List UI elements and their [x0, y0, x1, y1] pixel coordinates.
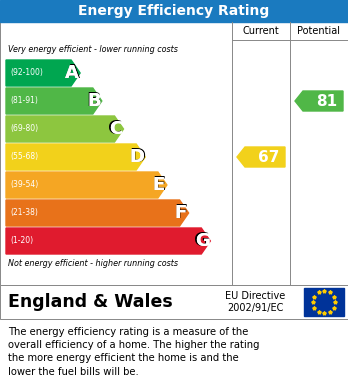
Text: (39-54): (39-54): [10, 181, 38, 190]
Bar: [304, 288, 344, 316]
Polygon shape: [6, 172, 167, 198]
Text: G: G: [195, 232, 210, 250]
Text: 81: 81: [316, 93, 338, 108]
Text: A: A: [64, 63, 80, 83]
Text: D: D: [130, 148, 145, 166]
Text: Potential: Potential: [298, 26, 340, 36]
Text: (69-80): (69-80): [10, 124, 38, 133]
Text: (81-91): (81-91): [10, 97, 38, 106]
Text: F: F: [174, 204, 187, 222]
Polygon shape: [6, 144, 145, 170]
Text: (1-20): (1-20): [10, 237, 33, 246]
Text: D: D: [129, 147, 145, 167]
Text: C: C: [109, 120, 122, 138]
Bar: [0, 22, 348, 285]
Text: B: B: [87, 92, 101, 110]
Text: (92-100): (92-100): [10, 68, 43, 77]
Polygon shape: [6, 60, 80, 86]
Polygon shape: [295, 91, 343, 111]
Polygon shape: [6, 116, 124, 142]
Bar: [0, 285, 348, 319]
Text: B: B: [87, 92, 101, 110]
Text: Not energy efficient - higher running costs: Not energy efficient - higher running co…: [8, 259, 178, 268]
Text: (21-38): (21-38): [10, 208, 38, 217]
Text: England & Wales: England & Wales: [8, 293, 173, 311]
Text: A: A: [65, 64, 79, 82]
Text: 67: 67: [258, 149, 280, 165]
Text: The energy efficiency rating is a measure of the
overall efficiency of a home. T: The energy efficiency rating is a measur…: [8, 327, 260, 377]
Polygon shape: [237, 147, 285, 167]
Text: G: G: [195, 232, 210, 250]
Polygon shape: [6, 200, 189, 226]
Text: Very energy efficient - lower running costs: Very energy efficient - lower running co…: [8, 45, 178, 54]
Text: EU Directive
2002/91/EC: EU Directive 2002/91/EC: [225, 291, 285, 313]
Text: E: E: [153, 176, 165, 194]
Text: C: C: [108, 120, 123, 138]
Text: E: E: [152, 176, 166, 194]
Text: (55-68): (55-68): [10, 152, 38, 161]
Polygon shape: [6, 228, 210, 254]
Text: Current: Current: [243, 26, 279, 36]
Text: F: F: [174, 204, 187, 222]
Polygon shape: [6, 88, 102, 114]
Text: B: B: [86, 91, 101, 111]
Text: F: F: [174, 203, 187, 222]
Text: A: A: [65, 64, 79, 82]
Text: D: D: [130, 148, 145, 166]
Text: E: E: [153, 176, 165, 194]
Text: Energy Efficiency Rating: Energy Efficiency Rating: [78, 4, 270, 18]
Text: C: C: [109, 120, 122, 138]
Bar: [0, 0, 348, 22]
Text: G: G: [194, 231, 210, 251]
